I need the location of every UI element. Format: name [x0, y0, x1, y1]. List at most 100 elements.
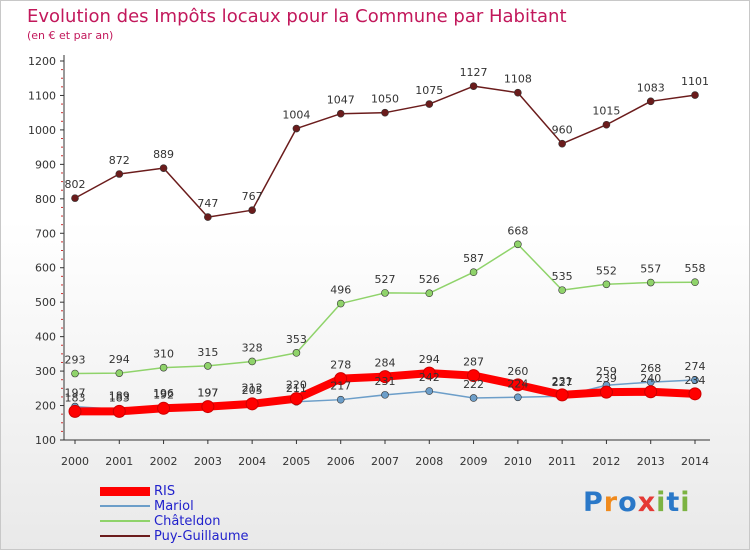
data-point-chateldon: [558, 286, 566, 294]
data-point-chateldon: [204, 362, 212, 370]
data-label-puy-guillaume: 889: [153, 148, 174, 161]
data-label-mariol: 274: [685, 360, 706, 373]
data-label-chateldon: 353: [286, 333, 307, 346]
data-label-puy-guillaume: 1075: [415, 84, 443, 97]
y-tick-label: 1200: [28, 55, 56, 68]
data-label-mariol: 268: [640, 362, 661, 375]
data-point-ris: [555, 388, 569, 402]
legend-label: Mariol: [154, 499, 194, 514]
data-label-puy-guillaume: 1108: [504, 73, 532, 86]
data-label-ris: 284: [375, 357, 396, 370]
data-point-puy-guillaume: [248, 206, 256, 214]
data-point-ris: [245, 397, 259, 411]
data-label-ris: 183: [65, 391, 86, 404]
legend-label: Châteldon: [154, 514, 221, 529]
data-point-chateldon: [514, 240, 522, 249]
data-point-puy-guillaume: [602, 120, 611, 129]
data-point-puy-guillaume: [646, 97, 655, 106]
data-label-chateldon: 526: [419, 273, 440, 286]
data-point-chateldon: [469, 268, 478, 277]
chart-title: Evolution des Impôts locaux pour la Comm…: [27, 6, 567, 27]
data-label-mariol: 197: [197, 387, 218, 400]
data-label-chateldon: 587: [463, 252, 484, 265]
data-point-mariol: [336, 395, 345, 404]
data-point-chateldon: [336, 299, 345, 308]
data-point-ris: [157, 401, 171, 415]
data-point-chateldon: [115, 369, 124, 377]
x-tick-label: 2012: [592, 455, 620, 468]
y-tick-label: 100: [35, 434, 56, 447]
data-label-puy-guillaume: 1047: [327, 94, 355, 107]
data-label-mariol: 242: [419, 371, 440, 384]
data-point-puy-guillaume: [292, 124, 301, 133]
x-tick-label: 2009: [460, 455, 488, 468]
data-label-ris: 278: [330, 359, 351, 372]
data-point-puy-guillaume: [381, 108, 389, 117]
y-tick-label: 1000: [28, 124, 56, 137]
x-tick-label: 2014: [681, 455, 709, 468]
data-point-chateldon: [248, 357, 256, 366]
data-label-mariol: 227: [552, 376, 573, 389]
data-label-chateldon: 557: [640, 263, 661, 276]
y-tick-label: 700: [35, 227, 56, 240]
data-label-ris: 183: [109, 391, 130, 404]
data-label-puy-guillaume: 872: [109, 154, 130, 167]
y-tick-label: 400: [35, 331, 56, 344]
data-label-mariol: 231: [375, 375, 396, 388]
x-tick-label: 2013: [637, 455, 665, 468]
legend-swatch: [100, 535, 150, 537]
data-label-chateldon: 558: [685, 262, 706, 275]
data-point-chateldon: [292, 349, 301, 357]
data-label-mariol: 212: [242, 381, 263, 394]
data-point-mariol: [514, 393, 522, 402]
data-point-puy-guillaume: [425, 100, 434, 108]
data-point-ris: [289, 392, 303, 406]
data-point-puy-guillaume: [558, 139, 566, 148]
data-label-chateldon: 310: [153, 348, 174, 361]
data-label-chateldon: 496: [330, 284, 351, 297]
data-label-puy-guillaume: 1015: [592, 105, 620, 118]
data-point-chateldon: [602, 280, 611, 289]
data-point-puy-guillaume: [336, 109, 345, 118]
logo-letter: i: [680, 487, 691, 518]
legend-label: RIS: [154, 484, 176, 499]
data-label-mariol: 211: [286, 382, 307, 395]
data-label-ris: 220: [286, 379, 307, 392]
x-tick-label: 2001: [105, 455, 133, 468]
data-point-ris: [68, 404, 82, 418]
data-point-mariol: [691, 376, 699, 384]
data-point-ris: [599, 385, 613, 399]
x-tick-label: 2006: [327, 455, 355, 468]
y-tick-label: 500: [35, 296, 56, 309]
data-point-puy-guillaume: [71, 194, 79, 202]
data-label-puy-guillaume: 1004: [282, 109, 310, 122]
data-point-chateldon: [425, 289, 434, 298]
data-label-ris: 239: [596, 372, 617, 385]
y-tick-label: 300: [35, 365, 56, 378]
y-tick-label: 800: [35, 193, 56, 206]
x-tick-label: 2007: [371, 455, 399, 468]
data-label-puy-guillaume: 747: [197, 197, 218, 210]
x-tick-label: 2005: [282, 455, 310, 468]
data-label-chateldon: 668: [507, 224, 528, 237]
data-point-ris: [378, 370, 392, 384]
data-label-mariol: 222: [463, 378, 484, 391]
data-point-mariol: [381, 391, 389, 399]
data-point-ris: [644, 385, 658, 399]
data-label-chateldon: 527: [375, 273, 396, 286]
data-label-chateldon: 535: [552, 270, 573, 283]
data-label-chateldon: 294: [109, 353, 130, 366]
logo-letter: o: [618, 487, 638, 518]
y-tick-label: 1100: [28, 89, 56, 102]
data-label-mariol: 189: [109, 389, 130, 402]
y-tick-label: 600: [35, 262, 56, 275]
logo-letter: P: [583, 487, 604, 518]
data-label-mariol: 196: [153, 387, 174, 400]
logo-letter: r: [603, 487, 619, 518]
x-tick-label: 2004: [238, 455, 266, 468]
data-label-ris: 240: [640, 372, 661, 385]
data-point-puy-guillaume: [691, 91, 699, 99]
data-label-mariol: 259: [596, 365, 617, 378]
data-point-mariol: [425, 387, 434, 395]
